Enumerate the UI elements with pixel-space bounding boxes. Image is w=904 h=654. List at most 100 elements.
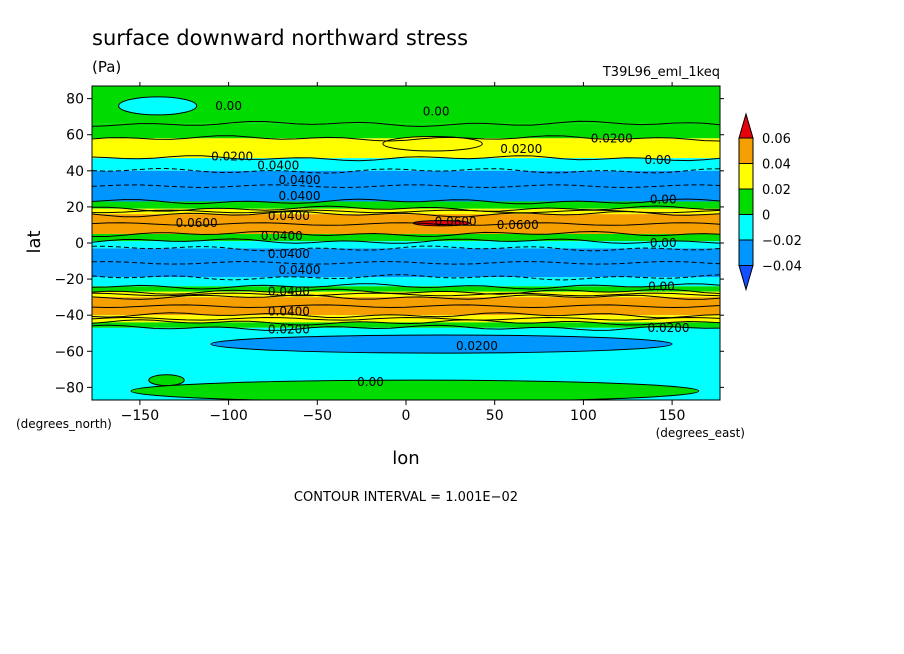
contour-line xyxy=(92,120,720,128)
colorbar-cap-bottom xyxy=(738,265,754,292)
contour-label: 0.0400 xyxy=(279,263,321,277)
colorbar-label: −0.02 xyxy=(762,234,802,249)
contour-label: 0.0600 xyxy=(176,216,218,230)
contour-band xyxy=(92,286,720,292)
contour-line xyxy=(92,205,720,212)
colorbar-label: −0.04 xyxy=(762,260,802,275)
contour-line xyxy=(92,230,720,237)
colorbar-label: 0.02 xyxy=(762,183,791,198)
contour-band xyxy=(92,214,720,234)
colorbar-segment xyxy=(738,239,754,266)
contour-label: 0.0400 xyxy=(279,173,321,187)
contour-line xyxy=(92,288,720,295)
x-axis-label: lon xyxy=(392,448,419,469)
contour-line xyxy=(92,238,720,244)
contour-band xyxy=(92,315,720,323)
colorbar-segment xyxy=(738,188,754,215)
contour-band xyxy=(92,277,720,287)
y-axis-unit: (degrees_north) xyxy=(16,417,112,431)
contour-label: 0.00 xyxy=(650,236,677,250)
y-tick-label: 40 xyxy=(66,164,84,180)
y-tick-label: −60 xyxy=(54,344,84,360)
x-tick-label: 150 xyxy=(659,408,686,424)
contour-label: 0.0400 xyxy=(279,189,321,203)
contour-patch xyxy=(130,379,700,400)
contour-patch xyxy=(118,96,198,116)
contour-line xyxy=(92,184,720,189)
contour-line xyxy=(92,283,720,290)
y-axis-label: lat xyxy=(24,230,45,253)
x-tick-label: −50 xyxy=(303,408,333,424)
colorbar-segment xyxy=(738,137,754,164)
contour-label: 0.0400 xyxy=(268,305,310,319)
contour-line xyxy=(92,274,720,281)
dataset-label: T39L96_eml_1keq xyxy=(602,65,720,80)
contour-line xyxy=(92,319,720,326)
colorbar-label: 0 xyxy=(762,209,770,224)
contour-patches xyxy=(118,96,700,400)
contour-band xyxy=(92,248,720,278)
contour-label: 0.0200 xyxy=(648,321,690,335)
x-axis-ticks: −150 −100 −50 0 50 100 150 xyxy=(121,82,686,424)
contour-band xyxy=(92,170,720,202)
contour-label: 0.0600 xyxy=(497,218,539,232)
contour-line xyxy=(92,198,720,205)
latitude-bands xyxy=(92,86,720,400)
y-tick-label: 80 xyxy=(66,92,84,108)
contour-band xyxy=(92,208,720,215)
contour-label: 0.0400 xyxy=(257,158,299,172)
contour-label: 0.00 xyxy=(650,193,677,207)
contour-label: 0.00 xyxy=(645,153,672,167)
contour-line xyxy=(92,135,720,142)
contour-label: 0.00 xyxy=(648,279,675,293)
contour-line xyxy=(92,167,720,174)
contour-patch xyxy=(148,374,185,387)
y-tick-label: 60 xyxy=(66,128,84,144)
y-axis-ticks: 80 60 40 20 0 −20 −40 −60 −80 xyxy=(54,92,724,396)
contour-band xyxy=(92,201,720,209)
x-tick-label: 100 xyxy=(570,408,597,424)
chart-units: (Pa) xyxy=(92,58,121,76)
contour-label: 0.0200 xyxy=(456,339,498,353)
x-axis-unit: (degrees_east) xyxy=(656,426,745,440)
contour-label: 0.0200 xyxy=(500,142,542,156)
colorbar-label: 0.06 xyxy=(762,132,791,147)
contour-band xyxy=(92,123,720,139)
x-tick-label: 0 xyxy=(402,408,411,424)
contour-line xyxy=(92,222,720,226)
chart-title: surface downward northward stress xyxy=(92,26,468,50)
contour-band xyxy=(92,322,720,328)
contour-band xyxy=(92,233,720,242)
colorbar-label: 0.04 xyxy=(762,158,791,173)
contour-label: 0.0200 xyxy=(268,323,310,337)
colorbar-cap-top xyxy=(738,112,754,139)
contour-line xyxy=(92,294,720,300)
contour-line xyxy=(92,292,720,297)
contour-label: 0.0400 xyxy=(268,285,310,299)
contour-label: 0.0600 xyxy=(435,214,477,228)
contour-label: 0.00 xyxy=(357,375,384,389)
x-tick-label: −100 xyxy=(209,408,247,424)
colorbar: 0.06 0.04 0.02 0 −0.02 −0.04 xyxy=(738,112,802,292)
contour-patch xyxy=(210,334,673,354)
colorbar-segment xyxy=(738,214,754,241)
contour-line xyxy=(92,155,720,162)
contour-interval-note: CONTOUR INTERVAL = 1.001E−02 xyxy=(294,490,518,505)
contour-line xyxy=(92,304,720,309)
contour-label: 0.0400 xyxy=(261,229,303,243)
contour-label: 0.0200 xyxy=(591,131,633,145)
contour-line xyxy=(92,312,720,319)
contour-label: 0.0400 xyxy=(268,209,310,223)
x-tick-label: 50 xyxy=(486,408,504,424)
contour-line xyxy=(92,261,720,265)
contour-line xyxy=(92,324,720,331)
contour-line xyxy=(92,209,720,214)
contour-line xyxy=(92,210,720,218)
y-tick-label: −80 xyxy=(54,380,84,396)
y-tick-label: 20 xyxy=(66,200,84,216)
contour-line xyxy=(92,316,720,321)
colorbar-segment xyxy=(738,163,754,190)
y-tick-label: −40 xyxy=(54,308,84,324)
contour-lines xyxy=(92,120,720,331)
